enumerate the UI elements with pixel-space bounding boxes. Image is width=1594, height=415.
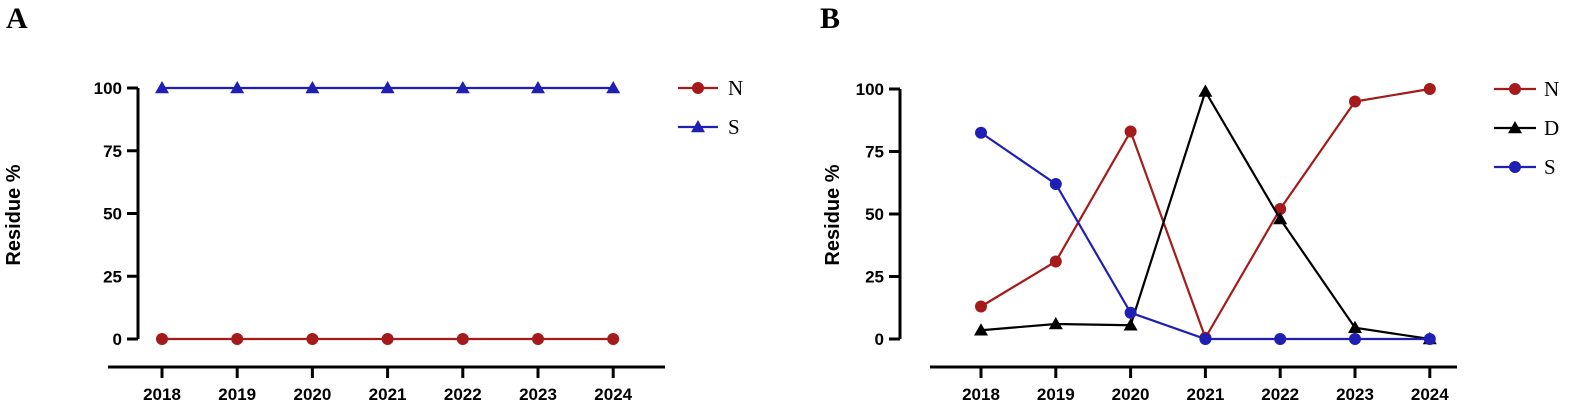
data-point: [974, 323, 988, 336]
series-line: [980, 131, 1430, 341]
data-point: [975, 126, 987, 139]
series-line: [980, 88, 1430, 341]
legend-entry-d: D: [1494, 116, 1559, 140]
y-tick-label: 100: [856, 80, 884, 99]
legend-marker: [1509, 161, 1521, 173]
data-point: [381, 333, 394, 345]
data-point: [1423, 333, 1436, 345]
legend-marker: [691, 120, 705, 133]
x-tick-label: 2018: [962, 385, 1000, 404]
data-point: [607, 333, 620, 345]
legend-entry-n: N: [678, 76, 743, 100]
series-n: [156, 333, 620, 345]
data-point: [1423, 83, 1436, 95]
data-point: [1124, 306, 1137, 319]
legend-label: N: [1544, 77, 1559, 101]
x-tick-label: 2023: [519, 385, 557, 404]
series-n: [975, 83, 1436, 344]
series-s: [155, 81, 621, 94]
x-tick-label: 2020: [1112, 385, 1150, 404]
data-point: [1123, 318, 1138, 331]
data-point: [305, 81, 320, 94]
data-point: [1199, 333, 1212, 345]
y-tick-label: 50: [103, 205, 122, 224]
data-point: [230, 81, 245, 94]
x-tick-label: 2022: [444, 385, 482, 404]
data-point: [456, 333, 469, 345]
panel-letter: A: [6, 2, 28, 35]
x-tick-label: 2020: [293, 385, 331, 404]
legend-marker: [1509, 83, 1521, 95]
legend-marker: [1508, 121, 1522, 134]
data-point: [606, 81, 621, 94]
series-line: [980, 87, 1430, 341]
y-tick-label: 25: [103, 267, 122, 286]
data-point: [1349, 333, 1361, 345]
data-point: [1048, 317, 1063, 330]
legend-entry-n: N: [1494, 77, 1559, 101]
data-point: [531, 81, 545, 94]
legend-label: S: [1544, 155, 1556, 179]
data-point: [231, 333, 244, 345]
x-tick-label: 2021: [1186, 385, 1224, 404]
data-point: [455, 81, 470, 94]
y-tick-label: 0: [875, 330, 884, 349]
data-point: [1124, 125, 1137, 138]
x-tick-label: 2022: [1261, 385, 1299, 404]
data-point: [1274, 333, 1287, 345]
y-tick-label: 100: [94, 79, 122, 98]
y-axis-title: Residue %: [822, 164, 844, 265]
x-tick-label: 2019: [1037, 385, 1075, 404]
legend-label: N: [728, 76, 743, 100]
data-point: [380, 81, 395, 94]
y-tick-label: 0: [113, 330, 122, 349]
data-point: [532, 333, 544, 345]
data-point: [1198, 84, 1213, 97]
data-point: [975, 300, 987, 313]
y-tick-label: 75: [103, 142, 122, 161]
data-point: [1273, 212, 1288, 225]
x-tick-label: 2019: [218, 385, 256, 404]
panel-letter: B: [820, 2, 840, 35]
series-d: [974, 84, 1437, 345]
y-tick-label: 75: [865, 143, 884, 162]
chart-panel-b: B 0 25 50 75 100 Residue % 2018 2019 2020 2021 2022…: [820, 2, 1559, 404]
data-point: [306, 333, 319, 345]
legend-entry-s: S: [678, 115, 740, 139]
legend-label: D: [1544, 116, 1559, 140]
legend-entry-s: S: [1494, 155, 1556, 179]
data-point: [1049, 178, 1062, 190]
legend-label: S: [728, 115, 740, 139]
chart-panel-a: A 0 25 50 75 100 Residue % 2018 2019 2020 2021 2022…: [3, 2, 743, 404]
x-tick-label: 2018: [143, 385, 181, 404]
data-point: [1348, 320, 1362, 333]
x-tick-label: 2023: [1336, 385, 1374, 404]
legend-marker: [692, 82, 704, 94]
y-tick-label: 25: [865, 268, 884, 287]
y-axis-title: Residue %: [3, 164, 25, 265]
data-point: [156, 333, 168, 345]
x-tick-label: 2021: [369, 385, 407, 404]
data-point: [1349, 95, 1361, 108]
data-point: [155, 81, 169, 94]
x-tick-label: 2024: [594, 385, 632, 404]
series-s: [975, 126, 1436, 345]
data-point: [1049, 255, 1062, 268]
x-tick-label: 2024: [1411, 385, 1449, 404]
y-tick-label: 50: [865, 205, 884, 224]
